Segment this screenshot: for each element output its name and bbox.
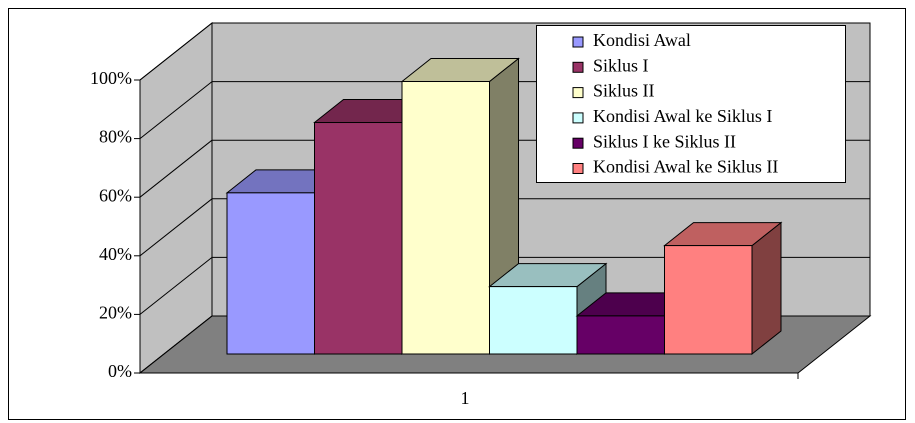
grid-line [139,81,213,139]
legend-swatch [572,36,584,48]
y-tick-label: 80% [99,127,132,147]
side-wall [139,21,213,375]
legend-box [536,25,846,183]
legend-swatch [572,87,584,99]
legend-swatch [572,163,584,174]
bar-front [664,245,753,355]
legend-swatch [572,112,584,124]
x-tick-label: 1 [461,388,470,408]
grid-line [139,22,213,81]
bar-front [314,122,403,355]
legend: Kondisi Awal Siklus I Siklus II Kondisi Awa… [536,25,846,183]
y-tick-label: 60% [99,185,132,205]
legend-label: Siklus I [593,55,649,75]
grid-line [139,139,213,198]
legend-label: Siklus I ke Siklus II [593,131,736,151]
bar-front [576,315,665,355]
legend-label: Siklus II [593,81,655,101]
bar [400,57,520,356]
legend-label: Kondisi Awal ke Siklus I [593,106,772,126]
grid-line [139,315,213,374]
bar-front [489,286,578,355]
y-tick-label: 0% [108,361,132,381]
legend-label: Kondisi Awal [593,30,691,50]
legend-swatch [572,61,584,73]
grid-line [139,257,213,315]
legend-swatch [572,137,584,149]
bar [663,221,783,356]
y-tick-label: 100% [90,68,132,88]
bar-front [226,192,315,355]
y-tick-label: 20% [99,303,132,323]
bar-front [401,81,490,355]
grid-line [139,198,213,257]
legend-label: Kondisi Awal ke Siklus II [593,157,778,177]
y-tick-label: 40% [99,244,132,264]
